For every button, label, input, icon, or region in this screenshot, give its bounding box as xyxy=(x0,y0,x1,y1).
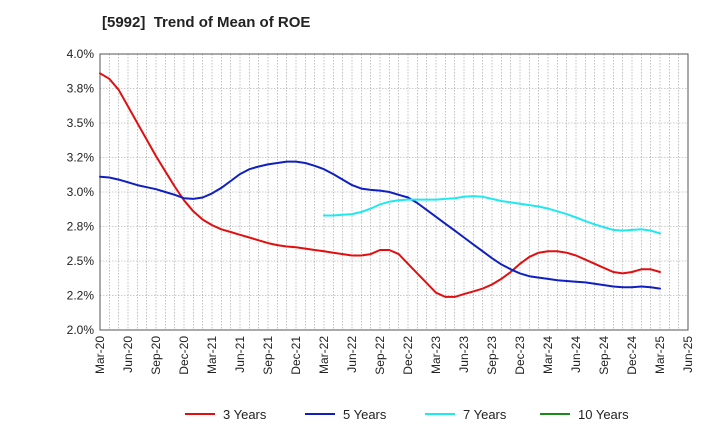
x-tick-label: Sep-20 xyxy=(149,336,163,375)
x-tick-label: Mar-24 xyxy=(541,336,555,374)
legend: 3 Years 5 Years 7 Years 10 Years xyxy=(185,407,629,422)
x-tick-label: Dec-20 xyxy=(177,336,191,375)
y-tick-label: 3.8% xyxy=(67,82,95,96)
y-tick-label: 2.8% xyxy=(67,220,95,234)
x-tick-label: Jun-24 xyxy=(569,336,583,373)
grid xyxy=(100,54,688,330)
x-tick-label: Mar-21 xyxy=(205,336,219,374)
series-lines xyxy=(99,72,661,298)
series-line-3-years xyxy=(99,72,661,298)
axes: 2.0% 2.2% 2.5% 2.8% 3.0% 3.2% 3.5% 3.8% 4.0% Mar-… xyxy=(67,47,695,375)
x-tick-label: Sep-22 xyxy=(373,336,387,375)
y-tick-label: 3.2% xyxy=(67,151,95,165)
x-tick-label: Dec-23 xyxy=(513,336,527,375)
x-tick-label: Sep-21 xyxy=(261,336,275,375)
series-line-7-years xyxy=(323,195,661,235)
x-tick-label: Jun-25 xyxy=(681,336,695,373)
plot-frame xyxy=(99,53,689,331)
x-tick-label: Dec-24 xyxy=(625,336,639,375)
x-tick-label: Dec-22 xyxy=(401,336,415,375)
series-line-5-years xyxy=(99,160,661,290)
y-tick-label: 2.2% xyxy=(67,289,95,303)
x-tick-label: Sep-23 xyxy=(485,336,499,375)
x-tick-label: Dec-21 xyxy=(289,336,303,375)
x-tick-label: Mar-20 xyxy=(93,336,107,374)
y-tick-label: 2.0% xyxy=(67,323,95,337)
y-tick-label: 3.5% xyxy=(67,116,95,130)
y-tick-label: 3.0% xyxy=(67,185,95,199)
legend-label-10-years: 10 Years xyxy=(578,407,629,422)
chart-title: [5992] Trend of Mean of ROE xyxy=(102,14,311,31)
x-tick-label: Jun-20 xyxy=(121,336,135,373)
x-tick-label: Jun-23 xyxy=(457,336,471,373)
x-tick-label: Mar-22 xyxy=(317,336,331,374)
legend-label-5-years: 5 Years xyxy=(343,407,387,422)
legend-label-3-years: 3 Years xyxy=(223,407,267,422)
y-tick-label: 4.0% xyxy=(67,47,95,61)
legend-label-7-years: 7 Years xyxy=(463,407,507,422)
x-tick-label: Jun-21 xyxy=(233,336,247,373)
x-tick-label: Sep-24 xyxy=(597,336,611,375)
y-tick-label: 2.5% xyxy=(67,254,95,268)
x-tick-label: Mar-23 xyxy=(429,336,443,374)
x-tick-label: Mar-25 xyxy=(653,336,667,374)
x-tick-label: Jun-22 xyxy=(345,336,359,373)
